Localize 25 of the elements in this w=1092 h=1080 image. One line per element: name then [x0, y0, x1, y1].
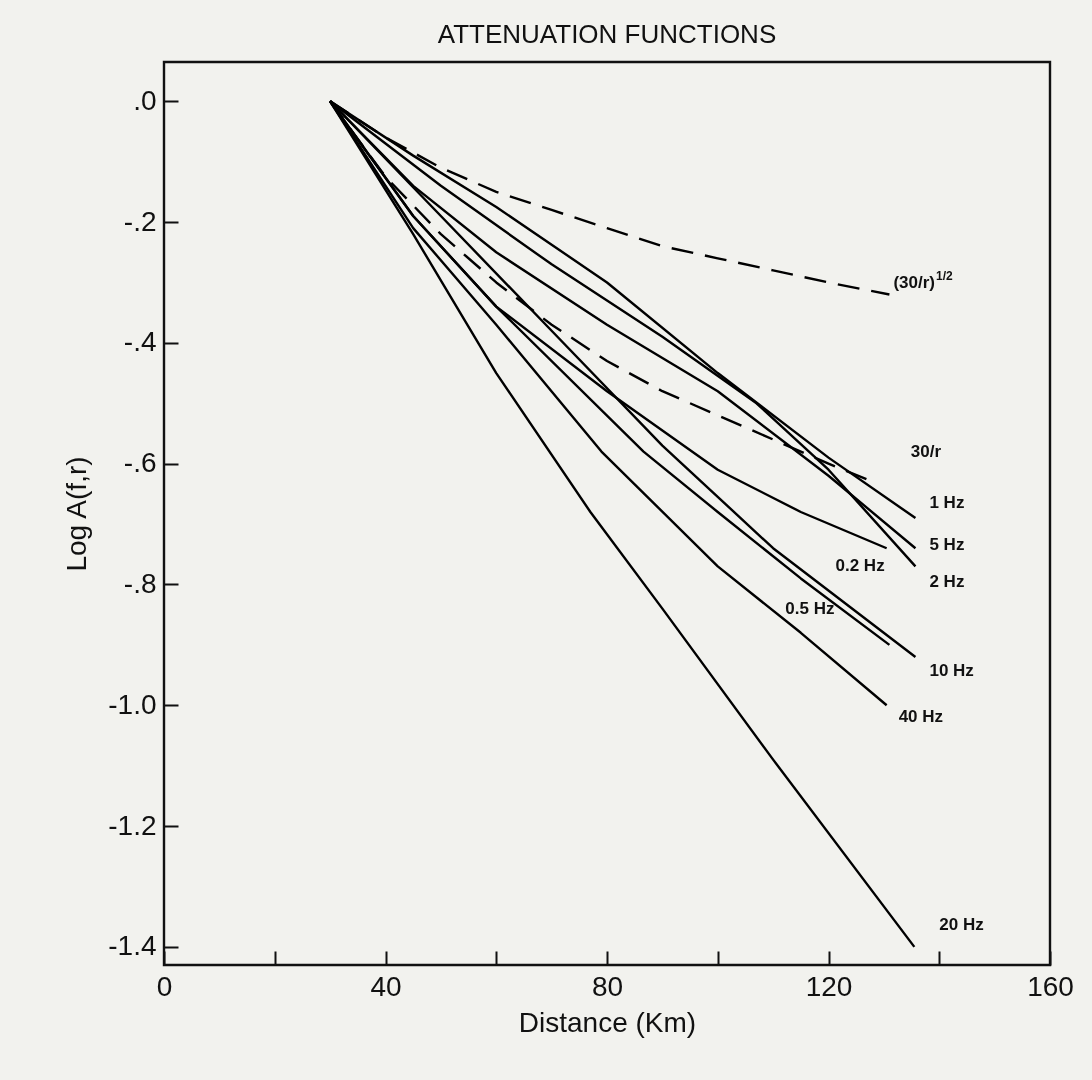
series-label: 20 Hz [939, 914, 984, 934]
series-label: 0.2 Hz [835, 556, 885, 576]
y-tick-label: -1.0 [108, 688, 157, 720]
y-tick-label: -.4 [123, 326, 157, 358]
x-tick-label: 80 [591, 970, 624, 1002]
y-tick-label: -1.2 [108, 809, 157, 841]
series-label: 0.5 Hz [785, 598, 835, 618]
y-tick-label: .0 [133, 84, 157, 116]
x-tick-label: 0 [156, 970, 173, 1002]
x-tick-label: 120 [805, 970, 853, 1002]
y-tick-label: -1.4 [108, 930, 157, 962]
series-label: 2 Hz [929, 572, 965, 592]
x-tick-label: 40 [370, 970, 402, 1002]
y-tick-label: -.8 [123, 567, 157, 599]
series-label: 5 Hz [929, 535, 965, 555]
text: 30/r [910, 441, 942, 461]
y-axis-title: Log A(f,r) [61, 456, 93, 572]
series-label: 40 Hz [898, 707, 944, 727]
y-tick-label: -.2 [123, 205, 157, 237]
series-label: 1 Hz [929, 493, 965, 513]
x-axis-title: Distance (Km) [518, 1006, 697, 1038]
series-label: 10 Hz [929, 660, 974, 680]
chart-title: ATTENUATION FUNCTIONS [437, 19, 777, 49]
x-tick-label: 160 [1027, 970, 1074, 1002]
y-tick-label: -.6 [123, 447, 157, 479]
